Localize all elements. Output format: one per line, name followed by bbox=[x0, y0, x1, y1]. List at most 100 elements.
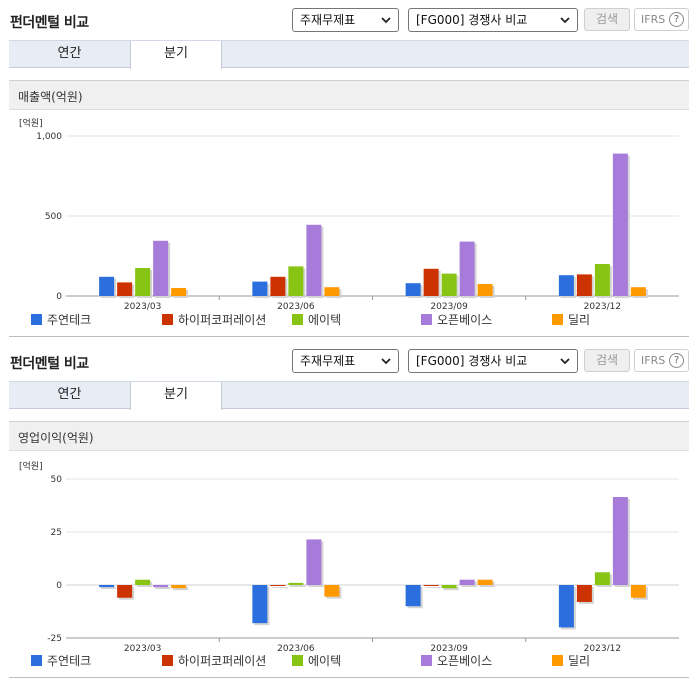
bar-shadow bbox=[425, 587, 441, 588]
legend-item[interactable]: 오픈베이스 bbox=[421, 312, 492, 328]
legend-swatch bbox=[162, 314, 173, 325]
y-tick-label: 25 bbox=[51, 528, 62, 538]
bar[interactable] bbox=[477, 579, 493, 585]
statement-type-select[interactable]: 주재무제표 bbox=[292, 349, 399, 373]
x-tick-label: 2023/12 bbox=[584, 302, 621, 310]
ifrs-button[interactable]: IFRS ? bbox=[634, 349, 689, 372]
search-button[interactable]: 검색 bbox=[584, 8, 630, 31]
bar[interactable] bbox=[171, 288, 187, 296]
ifrs-button[interactable]: IFRS ? bbox=[634, 8, 689, 31]
bar[interactable] bbox=[171, 585, 187, 589]
legend-label: 주연테크 bbox=[47, 313, 92, 327]
statement-type-select[interactable]: 주재무제표 bbox=[292, 8, 399, 32]
legend-swatch bbox=[552, 655, 563, 666]
bar[interactable] bbox=[252, 585, 268, 624]
x-tick-label: 2023/06 bbox=[277, 644, 315, 651]
bar[interactable] bbox=[459, 241, 475, 296]
bar[interactable] bbox=[135, 268, 151, 296]
legend-item[interactable]: 딜리 bbox=[552, 653, 590, 669]
bar[interactable] bbox=[405, 283, 421, 296]
tab-annual[interactable]: 연간 bbox=[57, 46, 82, 61]
bar[interactable] bbox=[99, 585, 115, 588]
section-header: 펀더멘털 비교 주재무제표 [FG000] 경쟁사 비교 검색 IFRS ? bbox=[0, 341, 696, 381]
bar[interactable] bbox=[270, 585, 286, 586]
legend-swatch bbox=[421, 655, 432, 666]
bar[interactable] bbox=[441, 585, 457, 589]
chart-legend: 주연테크 하이퍼코퍼레이션 에이텍 오픈베이스 딜리 bbox=[9, 653, 689, 673]
bar[interactable] bbox=[594, 572, 610, 585]
bar[interactable] bbox=[117, 282, 133, 296]
bar[interactable] bbox=[558, 275, 574, 296]
bar[interactable] bbox=[612, 497, 628, 585]
statement-type-value: 주재무제표 bbox=[300, 354, 356, 368]
chevron-down-icon bbox=[381, 17, 391, 24]
bar[interactable] bbox=[441, 273, 457, 296]
bar[interactable] bbox=[252, 281, 268, 296]
bar[interactable] bbox=[630, 287, 646, 296]
bar[interactable] bbox=[324, 585, 340, 597]
legend-item[interactable]: 에이텍 bbox=[292, 312, 341, 328]
chevron-down-icon bbox=[560, 17, 570, 24]
legend-label: 오픈베이스 bbox=[437, 313, 493, 327]
tab-quarterly[interactable]: 분기 bbox=[130, 41, 222, 69]
bar[interactable] bbox=[324, 287, 340, 296]
bar[interactable] bbox=[630, 585, 646, 598]
bar[interactable] bbox=[459, 579, 475, 585]
bar[interactable] bbox=[99, 276, 115, 296]
legend-label: 오픈베이스 bbox=[437, 654, 493, 668]
legend-label: 딜리 bbox=[568, 654, 591, 668]
peer-group-select[interactable]: [FG000] 경쟁사 비교 bbox=[408, 349, 578, 373]
bar[interactable] bbox=[306, 224, 322, 296]
bar-shadow bbox=[101, 587, 117, 590]
bar[interactable] bbox=[153, 585, 169, 588]
legend-swatch bbox=[292, 314, 303, 325]
search-button[interactable]: 검색 bbox=[584, 349, 630, 372]
bar[interactable] bbox=[288, 266, 304, 296]
section-title: 펀더멘털 비교 bbox=[10, 356, 89, 372]
legend-item[interactable]: 하이퍼코퍼레이션 bbox=[162, 312, 266, 328]
bar[interactable] bbox=[477, 284, 493, 296]
chevron-down-icon bbox=[560, 358, 570, 365]
legend-item[interactable]: 오픈베이스 bbox=[421, 653, 492, 669]
fundamental-section-operating-profit: 펀더멘털 비교 주재무제표 [FG000] 경쟁사 비교 검색 IFRS ? 연… bbox=[0, 341, 696, 684]
bar[interactable] bbox=[306, 539, 322, 585]
bar-shadow bbox=[272, 587, 288, 588]
fundamental-section-revenue: 펀더멘털 비교 주재무제표 [FG000] 경쟁사 비교 검색 IFRS ? 연… bbox=[0, 0, 696, 341]
bar[interactable] bbox=[576, 274, 592, 296]
legend-label: 에이텍 bbox=[308, 654, 342, 668]
y-tick-label: -25 bbox=[47, 634, 62, 644]
peer-group-value: [FG000] 경쟁사 비교 bbox=[416, 13, 528, 27]
chart-panel-title: 매출액(억원) bbox=[18, 90, 83, 104]
period-tabs: 연간 분기 bbox=[9, 381, 689, 410]
legend-swatch bbox=[552, 314, 563, 325]
legend-item[interactable]: 주연테크 bbox=[31, 653, 91, 669]
bar[interactable] bbox=[558, 585, 574, 628]
legend-item[interactable]: 주연테크 bbox=[31, 312, 91, 328]
period-tabs: 연간 분기 bbox=[9, 40, 689, 69]
bar[interactable] bbox=[423, 268, 439, 296]
chart-panel-title: 영업이익(억원) bbox=[18, 431, 94, 445]
revenue-chart: [억원] 0 500 1,000 2023/03 2023/06 2023/09 2023/1… bbox=[9, 110, 689, 336]
ifrs-label: IFRS bbox=[641, 354, 666, 367]
bar[interactable] bbox=[270, 276, 286, 296]
bar[interactable] bbox=[288, 582, 304, 585]
legend-item[interactable]: 딜리 bbox=[552, 312, 590, 328]
bar[interactable] bbox=[117, 585, 133, 598]
x-tick-label: 2023/09 bbox=[430, 644, 468, 651]
bar[interactable] bbox=[612, 153, 628, 296]
bar[interactable] bbox=[135, 579, 151, 585]
bar[interactable] bbox=[594, 264, 610, 296]
peer-group-select[interactable]: [FG000] 경쟁사 비교 bbox=[408, 8, 578, 32]
x-tick-label: 2023/06 bbox=[277, 302, 315, 310]
tab-quarterly[interactable]: 분기 bbox=[130, 382, 222, 410]
legend-item[interactable]: 에이텍 bbox=[292, 653, 341, 669]
tab-annual[interactable]: 연간 bbox=[57, 387, 82, 402]
legend-item[interactable]: 하이퍼코퍼레이션 bbox=[162, 653, 266, 669]
chart-panel-header: 영업이익(억원) bbox=[9, 421, 689, 451]
x-tick-label: 2023/03 bbox=[124, 644, 161, 651]
bar-shadow bbox=[443, 587, 459, 591]
bar[interactable] bbox=[405, 585, 421, 607]
bar[interactable] bbox=[576, 585, 592, 602]
bar[interactable] bbox=[423, 585, 439, 586]
bar[interactable] bbox=[153, 240, 169, 296]
